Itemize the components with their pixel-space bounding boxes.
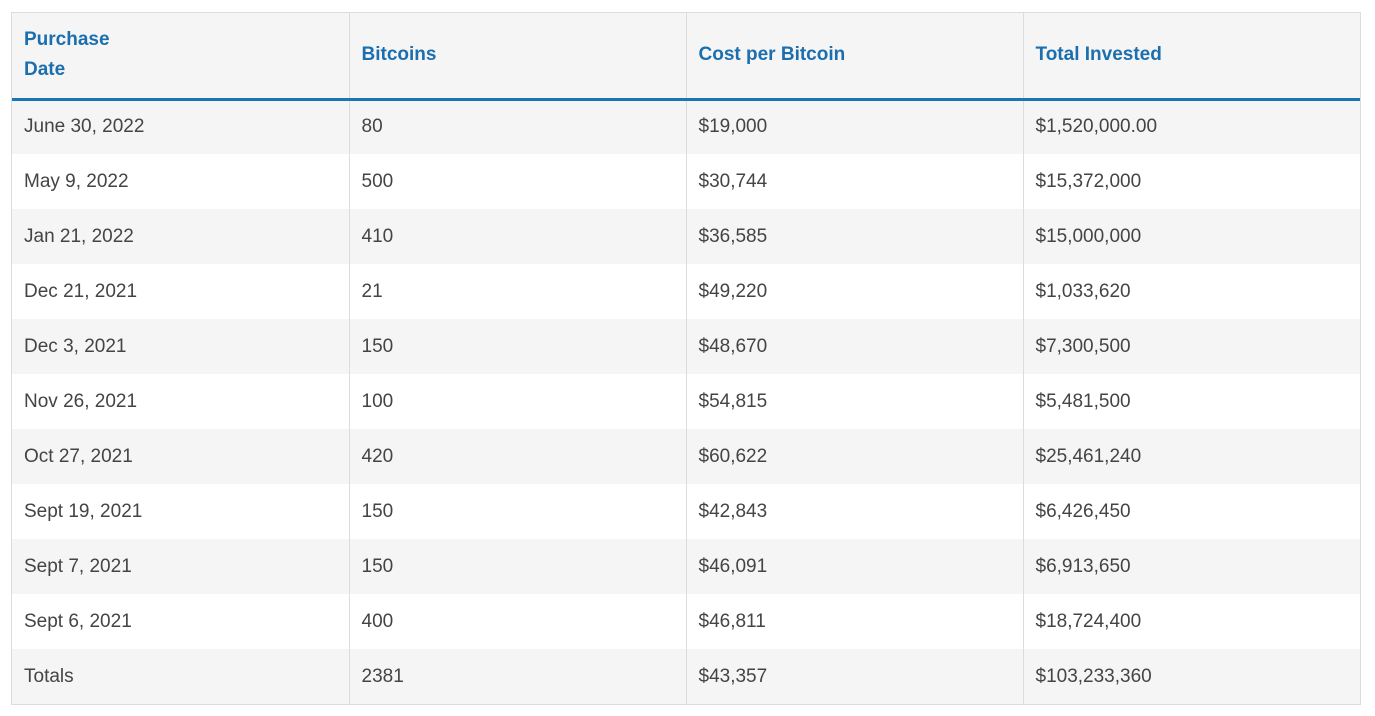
cell-average-cost-per-bitcoin: $43,357 [686, 649, 1024, 704]
cell-total-invested: $25,461,240 [1035, 445, 1142, 467]
cell-bitcoins: 21 [349, 264, 687, 319]
column-header-cost-per-bitcoin: Cost per Bitcoin [686, 13, 1024, 99]
cell-purchase-date: June 30, 2022 [12, 99, 350, 154]
cell-bitcoins: 100 [349, 374, 687, 429]
cell-cost-per-bitcoin: $46,091 [686, 539, 1024, 594]
cell-total-invested: $1,033,620 [1035, 280, 1131, 302]
cell-bitcoins: 150 [349, 539, 687, 594]
cell-purchase-date: Sept 7, 2021 [12, 539, 350, 594]
cell-purchase-date: Jan 21, 2022 [12, 209, 350, 264]
cell-cost-per-bitcoin: $30,744 [686, 154, 1024, 209]
cell-bitcoins: 80 [349, 99, 687, 154]
cell-bitcoins: 400 [349, 594, 687, 649]
cell-cost-per-bitcoin: $19,000 [686, 99, 1024, 154]
table-body: June 30, 2022 80 $19,000 $1,520,000.00 M… [12, 99, 1360, 704]
cell-total-bitcoins: 2381 [349, 649, 687, 704]
cell-bitcoins: 150 [349, 319, 687, 374]
cell-cost-per-bitcoin: $49,220 [686, 264, 1024, 319]
cell-total-invested: $5,481,500 [1035, 390, 1131, 412]
cell-bitcoins: 500 [349, 154, 687, 209]
cell-total-invested: $15,000,000 [1035, 225, 1142, 247]
column-header-total-invested: Total Invested [1035, 44, 1162, 66]
cell-total-invested: $1,520,000.00 [1035, 116, 1158, 138]
cell-bitcoins: 410 [349, 209, 687, 264]
cell-total-invested: $6,913,650 [1035, 555, 1131, 577]
cell-total-invested: $15,372,000 [1035, 170, 1142, 192]
table-row: Nov 26, 2021 100 $54,815 $5,481,500 [12, 374, 1360, 429]
table-row: Sept 19, 2021 150 $42,843 $6,426,450 [12, 484, 1360, 539]
header-row: Purchase Date Bitcoins Cost per Bitcoin … [12, 13, 1360, 99]
cell-grand-total-invested: $103,233,360 [1035, 665, 1152, 687]
table-row: May 9, 2022 500 $30,744 $15,372,000 [12, 154, 1360, 209]
cell-bitcoins: 420 [349, 429, 687, 484]
table-row: Oct 27, 2021 420 $60,622 $25,461,240 [12, 429, 1360, 484]
purchase-table-container: Purchase Date Bitcoins Cost per Bitcoin … [11, 12, 1361, 705]
table-row: Dec 3, 2021 150 $48,670 $7,300,500 [12, 319, 1360, 374]
table-header: Purchase Date Bitcoins Cost per Bitcoin … [12, 13, 1360, 99]
cell-total-invested: $7,300,500 [1035, 335, 1131, 357]
cell-cost-per-bitcoin: $48,670 [686, 319, 1024, 374]
cell-cost-per-bitcoin: $42,843 [686, 484, 1024, 539]
column-header-bitcoins: Bitcoins [349, 13, 687, 99]
table-row: Sept 7, 2021 150 $46,091 $6,913,650 [12, 539, 1360, 594]
cell-cost-per-bitcoin: $60,622 [686, 429, 1024, 484]
table-row: Jan 21, 2022 410 $36,585 $15,000,000 [12, 209, 1360, 264]
table-row: Dec 21, 2021 21 $49,220 $1,033,620 [12, 264, 1360, 319]
cell-cost-per-bitcoin: $46,811 [686, 594, 1024, 649]
table-row: June 30, 2022 80 $19,000 $1,520,000.00 [12, 99, 1360, 154]
table-row: Sept 6, 2021 400 $46,811 $18,724,400 [12, 594, 1360, 649]
column-header-purchase-date: Purchase Date [12, 13, 350, 99]
cell-purchase-date: Dec 3, 2021 [12, 319, 350, 374]
cell-totals-label: Totals [12, 649, 350, 704]
totals-row: Totals 2381 $43,357 $103,233,360 [12, 649, 1360, 704]
cell-purchase-date: Sept 6, 2021 [12, 594, 350, 649]
cell-cost-per-bitcoin: $54,815 [686, 374, 1024, 429]
cell-purchase-date: Oct 27, 2021 [12, 429, 350, 484]
cell-purchase-date: May 9, 2022 [12, 154, 350, 209]
cell-purchase-date: Dec 21, 2021 [12, 264, 350, 319]
cell-purchase-date: Nov 26, 2021 [12, 374, 350, 429]
cell-total-invested: $6,426,450 [1035, 500, 1131, 522]
cell-bitcoins: 150 [349, 484, 687, 539]
cell-purchase-date: Sept 19, 2021 [12, 484, 350, 539]
cell-total-invested: $18,724,400 [1035, 610, 1142, 632]
bitcoin-purchases-table: Purchase Date Bitcoins Cost per Bitcoin … [12, 13, 1360, 704]
cell-cost-per-bitcoin: $36,585 [686, 209, 1024, 264]
